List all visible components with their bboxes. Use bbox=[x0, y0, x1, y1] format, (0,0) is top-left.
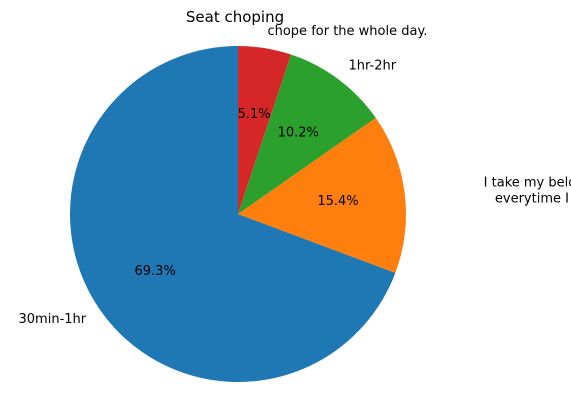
pct-label-4: 5.1% bbox=[238, 107, 271, 122]
pct-label-1: 69.3% bbox=[135, 264, 176, 279]
slice-label-1: 30min-1hr bbox=[19, 312, 87, 327]
pie-slice-2 bbox=[238, 117, 406, 273]
chart-title: Seat choping bbox=[186, 8, 284, 26]
pie-slice-1 bbox=[69, 46, 396, 382]
slice-label-2: I take my belongingseverytime I leave bbox=[484, 175, 571, 206]
pie-slice-3 bbox=[238, 54, 376, 214]
percentage-labels: 69.3% 15.4% 10.2% 5.1% bbox=[135, 107, 359, 279]
slice-label-4: chope for the whole day. bbox=[267, 24, 427, 39]
slice-labels: 30min-1hr I take my belongingseverytime I… bbox=[19, 24, 571, 327]
pct-label-2: 15.4% bbox=[317, 194, 358, 209]
pie-slices bbox=[69, 46, 406, 382]
pct-label-3: 10.2% bbox=[278, 126, 319, 141]
pie-slice-4 bbox=[238, 46, 291, 214]
slice-label-3: 1hr-2hr bbox=[348, 58, 396, 73]
